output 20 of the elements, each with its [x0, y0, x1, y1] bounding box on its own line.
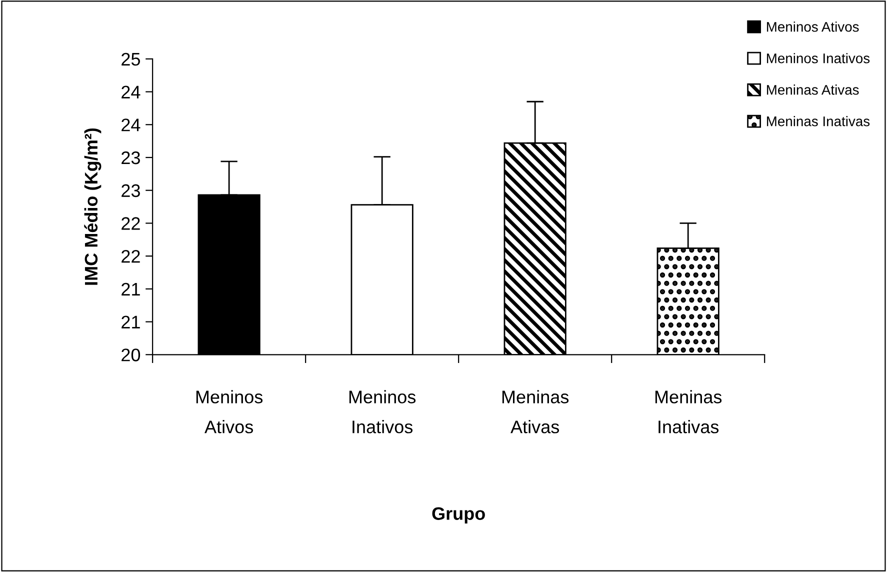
- x-axis-title: Grupo: [432, 507, 485, 524]
- y-tick-label: 21: [122, 316, 140, 328]
- y-axis-title: IMC Médio (Kg/m²): [84, 128, 102, 285]
- y-tick-label: 21: [122, 282, 140, 296]
- y-tick-label: 22: [122, 217, 140, 230]
- x-tick-label: Meninos Ativos: [196, 390, 263, 434]
- y-tick-label: 23: [122, 184, 140, 198]
- legend-label: Meninos Inativos: [766, 53, 870, 64]
- legend-label: Meninas Ativas: [766, 84, 859, 95]
- y-tick-label: 22: [122, 250, 140, 263]
- x-tick-label: Meninos Inativos: [349, 390, 416, 434]
- y-tick-label: 23: [122, 151, 140, 164]
- y-tick-label: 25: [122, 52, 140, 66]
- legend-label: Meninos Ativos: [766, 22, 859, 32]
- y-tick-label: 24: [122, 86, 140, 98]
- x-tick-label: Meninas Inativas: [655, 390, 722, 434]
- y-tick-label: 20: [122, 348, 140, 362]
- legend-label: Meninas Inativas: [766, 116, 870, 126]
- x-tick-label: Meninas Ativas: [502, 390, 569, 434]
- y-tick-label: 24: [122, 118, 140, 132]
